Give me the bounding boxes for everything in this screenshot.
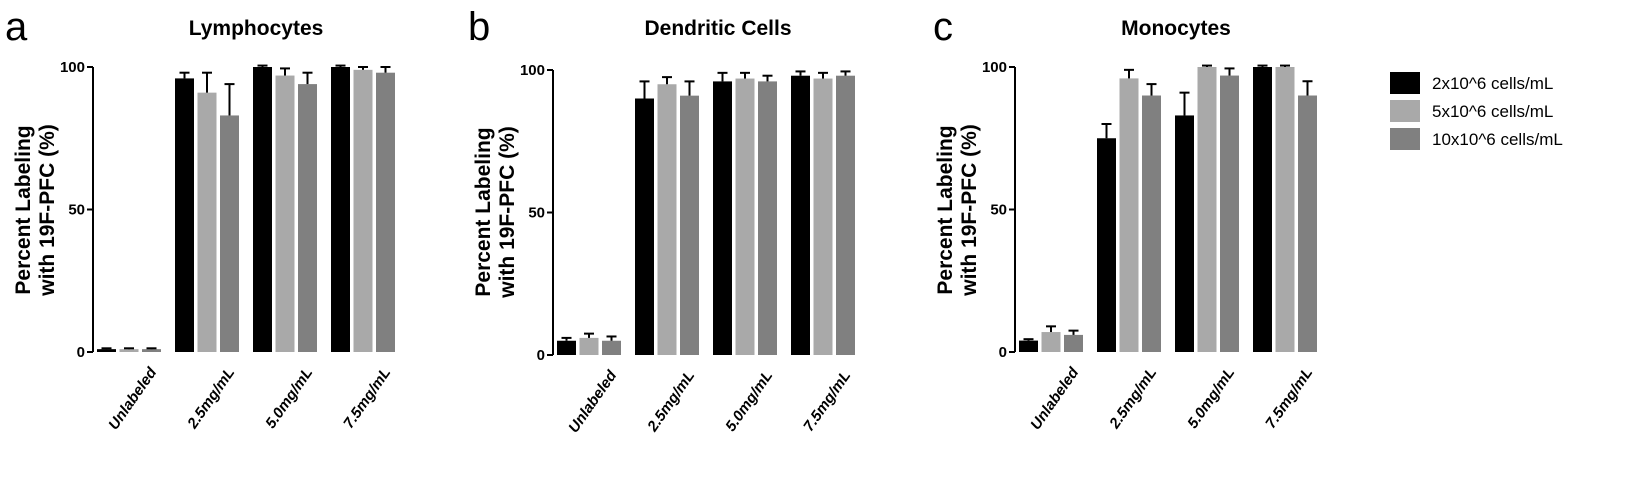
x-tick-label: 2.5mg/mL: [644, 368, 699, 436]
bar: [1253, 67, 1272, 352]
chart-panel-c: c Monocytes Percent Labelingwith 19F-PFC (…: [933, 5, 1317, 433]
chart-panel-a: a Lymphocytes Percent Labelingwith 19F-PFC…: [5, 5, 395, 433]
y-tick-label: 50: [528, 205, 545, 222]
panel-letter: c: [933, 5, 953, 49]
bar: [197, 92, 217, 353]
x-tick-label: 5.0mg/mL: [262, 365, 316, 432]
y-tick-label: 0: [537, 347, 545, 364]
bar: [142, 349, 161, 352]
bar: [1119, 78, 1139, 353]
bar: [253, 67, 272, 352]
legend: 2x10^6 cells/mL 5x10^6 cells/mL 10x10^6 ce…: [1390, 72, 1563, 150]
bar: [376, 72, 395, 352]
bar: [579, 337, 599, 355]
x-tick-label: 2.5mg/mL: [184, 365, 239, 433]
bar: [119, 349, 139, 352]
bar: [1275, 67, 1295, 352]
bar: [175, 78, 194, 353]
bar: [1220, 75, 1239, 353]
chart-title: Lymphocytes: [189, 17, 324, 40]
bar: [557, 340, 576, 355]
bar: [758, 81, 777, 356]
bar: [275, 75, 295, 353]
bar: [713, 81, 732, 356]
bar: [657, 84, 677, 355]
bar: [1298, 95, 1317, 352]
bar: [1041, 332, 1061, 352]
y-tick-label: 100: [520, 62, 545, 79]
bar: [680, 95, 699, 356]
y-tick-label: 50: [68, 202, 85, 219]
bar: [1175, 115, 1194, 352]
chart-panel-b: b Dendritic Cells Percent Labelingwith 19F…: [468, 5, 855, 436]
x-tick-label: 5.0mg/mL: [722, 368, 776, 435]
x-tick-label: 2.5mg/mL: [1106, 365, 1161, 433]
x-tick-label: 5.0mg/mL: [1184, 365, 1238, 432]
bar: [331, 67, 350, 352]
x-tick-label: Unlabeled: [565, 367, 621, 436]
y-tick-label: 0: [999, 344, 1007, 361]
x-tick-label: 7.5mg/mL: [800, 368, 854, 435]
panel-letter: a: [5, 5, 28, 49]
bar: [602, 340, 621, 355]
bar: [1097, 138, 1116, 352]
bar: [635, 98, 654, 355]
legend-label: 10x10^6 cells/mL: [1432, 130, 1563, 149]
chart-title: Dendritic Cells: [644, 17, 791, 40]
legend-label: 2x10^6 cells/mL: [1432, 74, 1553, 93]
legend-swatch: [1390, 100, 1420, 122]
bar: [1142, 95, 1161, 352]
y-tick-label: 100: [982, 59, 1007, 76]
legend-swatch: [1390, 128, 1420, 150]
bar: [836, 75, 855, 355]
y-axis-title: Percent Labelingwith 19F-PFC (%): [472, 126, 519, 299]
x-tick-label: 7.5mg/mL: [1262, 365, 1316, 432]
legend-swatch: [1390, 72, 1420, 94]
y-tick-label: 100: [60, 59, 85, 76]
bar: [298, 84, 317, 352]
y-axis-title: Percent Labelingwith 19F-PFC (%): [934, 124, 981, 297]
bar: [353, 69, 373, 352]
bar: [97, 349, 116, 352]
panel-letter: b: [468, 5, 490, 49]
bar: [813, 78, 833, 356]
x-tick-label: Unlabeled: [105, 364, 161, 433]
bar: [1064, 334, 1083, 352]
y-axis-title: Percent Labelingwith 19F-PFC (%): [12, 124, 59, 297]
chart-title: Monocytes: [1121, 17, 1231, 40]
bar: [1019, 340, 1038, 352]
x-tick-label: 7.5mg/mL: [340, 365, 394, 432]
x-tick-label: Unlabeled: [1027, 364, 1083, 433]
bar: [735, 78, 755, 356]
bar: [220, 115, 239, 352]
legend-label: 5x10^6 cells/mL: [1432, 102, 1553, 121]
y-tick-label: 0: [77, 344, 85, 361]
y-tick-label: 50: [990, 202, 1007, 219]
bar: [791, 75, 810, 355]
bar: [1197, 67, 1217, 352]
